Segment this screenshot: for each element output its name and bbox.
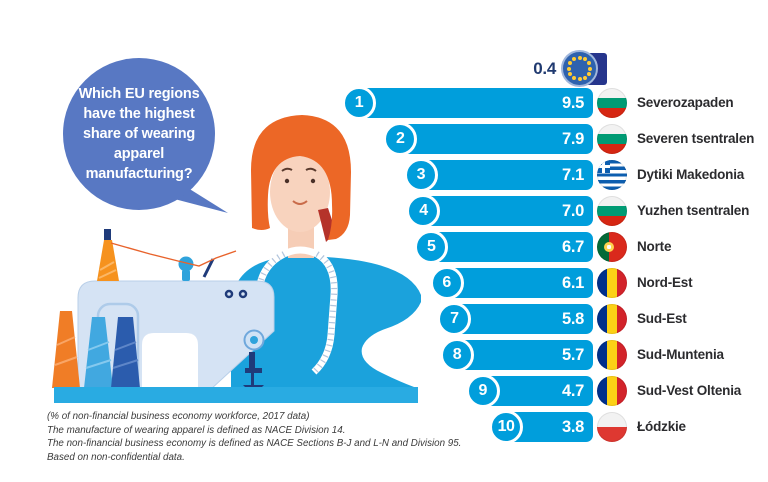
- bar-value: 7.0: [561, 202, 584, 220]
- footnote-line: Based on non-confidential data.: [47, 451, 185, 463]
- rank-badge: 5: [414, 230, 449, 264]
- romania-flag-icon: [597, 268, 627, 298]
- right-eyebrow: [305, 167, 317, 172]
- chart-row: 3 7.1 Dytiki Makedonia: [335, 158, 768, 196]
- bar: 2 7.9: [383, 122, 593, 156]
- light-blue-cone-icon: [84, 317, 113, 388]
- romania-flag-icon: [597, 340, 627, 370]
- region-label: Łódzkie: [637, 419, 686, 434]
- right-eye: [310, 178, 316, 184]
- region-label: Severozapaden: [637, 95, 734, 110]
- chart-row: 7 5.8 Sud-Est: [335, 302, 768, 340]
- bar-value: 5.8: [561, 310, 584, 328]
- bulgaria-flag-icon: [597, 88, 627, 118]
- bulgaria-flag-icon: [597, 124, 627, 154]
- region-label: Sud-Muntenia: [637, 347, 724, 362]
- portugal-flag-icon: [597, 232, 627, 262]
- needle-bar: [249, 352, 255, 370]
- thread-guide-icon: [178, 256, 194, 272]
- rank-badge: 9: [465, 374, 500, 408]
- rank-badge: 4: [406, 194, 441, 228]
- bar-value: 5.7: [561, 346, 584, 364]
- bar: 3 7.1: [403, 158, 593, 192]
- bar: 10 3.8: [488, 410, 593, 444]
- eu-average-value: 0.4: [533, 59, 556, 78]
- footnote-line: The non-financial business economy is de…: [47, 438, 462, 449]
- chart-row: 2 7.9 Severen tsentralen: [335, 122, 768, 160]
- footnotes: (% of non-financial business economy wor…: [47, 410, 461, 464]
- bar-value: 4.7: [561, 382, 584, 400]
- smile: [292, 200, 308, 205]
- bar: 5 6.7: [414, 230, 593, 264]
- region-label: Dytiki Makedonia: [637, 167, 745, 182]
- bar: 4 7.0: [406, 194, 593, 228]
- rank-badge: 1: [341, 86, 376, 120]
- rank-badge: 3: [403, 158, 438, 192]
- region-label: Sud-Est: [637, 311, 687, 326]
- chart-row: 10 3.8 Łódzkie: [335, 410, 768, 448]
- region-label: Yuzhen tsentralen: [637, 203, 750, 218]
- rank-badge: 7: [437, 302, 472, 336]
- question-text: Which EU regions have the highest share …: [78, 86, 200, 182]
- bar-value: 7.9: [561, 130, 584, 148]
- bar-value: 6.1: [561, 274, 584, 292]
- dark-blue-cone-icon: [111, 317, 140, 388]
- chart-row: 1 9.5 Severozapaden: [335, 86, 768, 124]
- thread-line: [110, 242, 237, 267]
- eu-average-row: 0.4: [335, 50, 607, 88]
- bar-value: 7.1: [561, 166, 584, 184]
- greece-flag-icon: [597, 160, 627, 190]
- poland-flag-icon: [597, 412, 627, 442]
- bar-value: 9.5: [561, 94, 584, 112]
- region-label: Norte: [637, 239, 672, 254]
- romania-flag-icon: [597, 304, 627, 334]
- left-eyebrow: [281, 167, 293, 172]
- table-platform: [54, 387, 418, 403]
- bar-value: 3.8: [561, 418, 584, 436]
- chart-row: 5 6.7 Norte: [335, 230, 768, 268]
- woman-hair: [251, 115, 351, 240]
- chart-row: 8 5.7 Sud-Muntenia: [335, 338, 768, 376]
- bar-value: 6.7: [561, 238, 584, 256]
- romania-flag-icon: [597, 376, 627, 406]
- region-label: Nord-Est: [637, 275, 693, 290]
- rank-badge: 10: [488, 410, 523, 444]
- rank-badge: 6: [429, 266, 464, 300]
- footnote-line: (% of non-financial business economy wor…: [47, 411, 310, 422]
- bar: 8 5.7: [439, 338, 593, 372]
- ranking-chart: 0.4 1 9.5 Severozapaden 2 7.9 Severen ts…: [335, 50, 768, 470]
- region-label: Severen tsentralen: [637, 131, 755, 146]
- bar: 6 6.1: [429, 266, 593, 300]
- screw-icon: [238, 289, 248, 299]
- left-eye: [284, 178, 290, 184]
- bar: 7 5.8: [437, 302, 593, 336]
- speech-bubble: Which EU regions have the highest share …: [63, 58, 215, 210]
- measuring-tape-icon: [282, 246, 319, 258]
- bar: 9 4.7: [465, 374, 593, 408]
- region-label: Sud-Vest Oltenia: [637, 383, 742, 398]
- rank-badge: 2: [383, 122, 418, 156]
- woman-body: [231, 252, 421, 390]
- eu-flag-icon: [561, 50, 607, 88]
- chart-row: 9 4.7 Sud-Vest Oltenia: [335, 374, 768, 412]
- chart-row: 6 6.1 Nord-Est: [335, 266, 768, 304]
- chart-row: 4 7.0 Yuzhen tsentralen: [335, 194, 768, 232]
- machine-arch: [142, 333, 198, 390]
- woman-face: [270, 152, 330, 232]
- bar: 1 9.5: [341, 86, 593, 120]
- orange-cone-icon: [52, 311, 80, 388]
- footnote-line: The manufacture of wearing apparel is de…: [47, 424, 346, 436]
- screw-icon: [224, 289, 234, 299]
- bulgaria-flag-icon: [597, 196, 627, 226]
- bar-rows: 1 9.5 Severozapaden 2 7.9 Severen tsentr…: [335, 86, 768, 448]
- rank-badge: 8: [439, 338, 474, 372]
